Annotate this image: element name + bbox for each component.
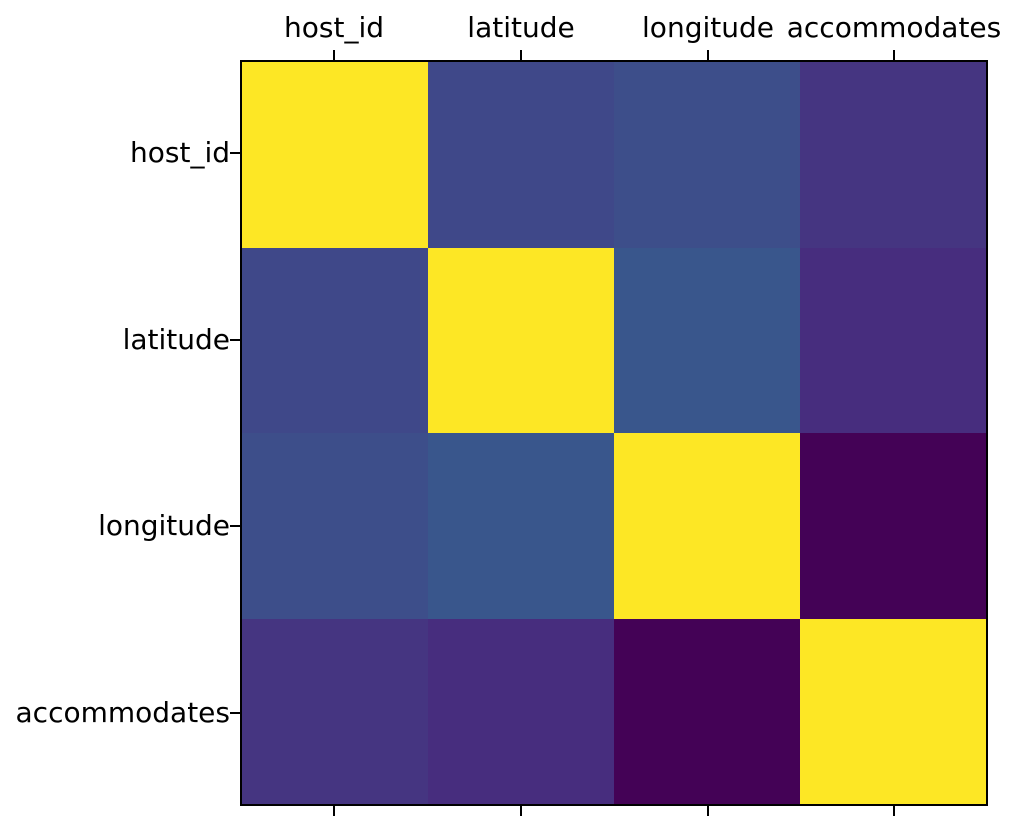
y-tick-label-host-id: host_id: [130, 136, 230, 169]
x-tick-top-3: [893, 50, 895, 60]
x-tick-bottom-1: [520, 806, 522, 816]
heatmap-cell-r2c3: [800, 433, 986, 619]
x-tick-bottom-0: [333, 806, 335, 816]
heatmap-cell-r0c3: [800, 62, 986, 248]
x-tick-top-0: [333, 50, 335, 60]
x-tick-top-2: [707, 50, 709, 60]
heatmap-cell-r1c3: [800, 247, 986, 433]
heatmap-cell-r3c2: [614, 618, 800, 804]
x-tick-label-latitude: latitude: [467, 11, 575, 44]
y-tick-label-latitude: latitude: [122, 323, 230, 356]
heatmap-cell-r0c1: [428, 62, 614, 248]
heatmap-cell-r0c0: [242, 62, 428, 248]
heatmap-cell-r1c1: [428, 247, 614, 433]
y-tick-left-2: [230, 525, 240, 527]
heatmap-cell-r1c0: [242, 247, 428, 433]
y-tick-left-1: [230, 339, 240, 341]
x-tick-bottom-3: [893, 806, 895, 816]
heatmap-cell-r0c2: [614, 62, 800, 248]
heatmap-cell-r3c1: [428, 618, 614, 804]
heatmap-cell-r1c2: [614, 247, 800, 433]
y-tick-left-0: [230, 152, 240, 154]
x-tick-label-accommodates: accommodates: [786, 11, 1002, 44]
y-tick-left-3: [230, 712, 240, 714]
heatmap-cell-r2c1: [428, 433, 614, 619]
heatmap-cell-r3c3: [800, 618, 986, 804]
heatmap-cell-r3c0: [242, 618, 428, 804]
x-tick-bottom-2: [707, 806, 709, 816]
x-tick-top-1: [520, 50, 522, 60]
x-tick-label-longitude: longitude: [642, 11, 774, 44]
x-tick-label-host-id: host_id: [284, 11, 384, 44]
y-tick-label-longitude: longitude: [98, 509, 230, 542]
heatmap-grid: [240, 60, 988, 806]
heatmap-cell-r2c0: [242, 433, 428, 619]
y-tick-label-accommodates: accommodates: [15, 696, 230, 729]
heatmap-cell-r2c2: [614, 433, 800, 619]
